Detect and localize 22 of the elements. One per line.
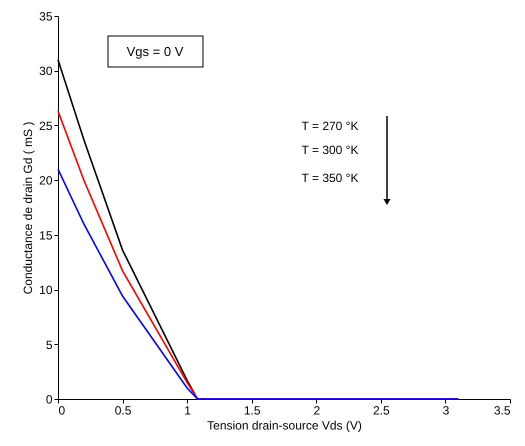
x-tick-label: 2.5 [373, 404, 390, 418]
annotation: T = 300 °K [302, 143, 358, 157]
y-tick-label: 35 [39, 10, 53, 24]
x-tick-label: 0 [58, 404, 66, 418]
annotation: T = 350 °K [302, 171, 358, 185]
x-tick-label: 1 [184, 404, 192, 418]
y-tick-label: 25 [39, 118, 53, 133]
y-tick-label: 10 [39, 283, 53, 298]
y-axis-title: Conductance de drain Gd ( mS ) [21, 122, 36, 294]
x-tick-label: 3 [442, 404, 450, 418]
y-tick-label: 5 [46, 338, 53, 352]
annotation: Vgs = 0 V [126, 44, 184, 59]
y-tick-label: 15 [39, 228, 53, 242]
x-tick-label: 3.5 [494, 404, 511, 418]
y-tick-label: 30 [39, 64, 53, 78]
x-tick-label: 1.5 [244, 404, 261, 418]
x-axis-title: Tension drain-source Vds (V) [207, 418, 362, 432]
x-tick-label: 2 [313, 404, 320, 418]
y-tick-label: 0 [46, 392, 53, 406]
y-tick-label: 20 [39, 174, 53, 188]
x-tick-label: 0.5 [114, 404, 132, 418]
annotation: T = 270 °K [302, 119, 358, 133]
